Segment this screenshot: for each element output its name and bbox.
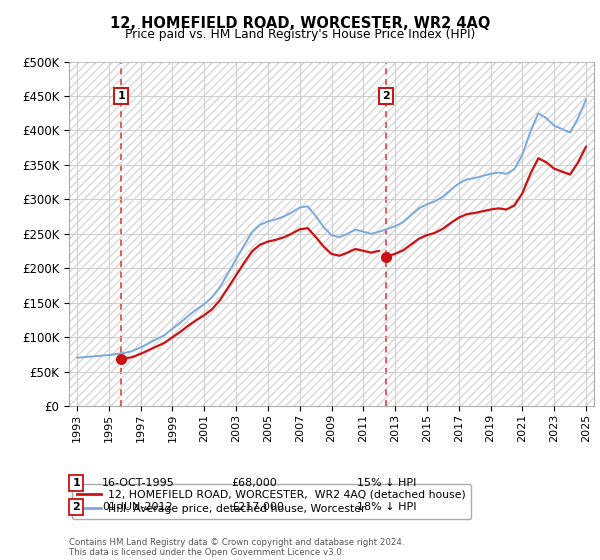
- Text: Contains HM Land Registry data © Crown copyright and database right 2024.
This d: Contains HM Land Registry data © Crown c…: [69, 538, 404, 557]
- Text: 2: 2: [382, 91, 390, 101]
- Text: 1: 1: [118, 91, 125, 101]
- Text: 1: 1: [73, 478, 80, 488]
- Text: 15% ↓ HPI: 15% ↓ HPI: [357, 478, 416, 488]
- Text: 01-JUN-2012: 01-JUN-2012: [102, 502, 173, 512]
- Text: 16-OCT-1995: 16-OCT-1995: [102, 478, 175, 488]
- Legend: 12, HOMEFIELD ROAD, WORCESTER,  WR2 4AQ (detached house), HPI: Average price, de: 12, HOMEFIELD ROAD, WORCESTER, WR2 4AQ (…: [72, 484, 471, 520]
- Text: £217,000: £217,000: [231, 502, 284, 512]
- Text: 18% ↓ HPI: 18% ↓ HPI: [357, 502, 416, 512]
- Text: 2: 2: [73, 502, 80, 512]
- Text: £68,000: £68,000: [231, 478, 277, 488]
- Text: 12, HOMEFIELD ROAD, WORCESTER, WR2 4AQ: 12, HOMEFIELD ROAD, WORCESTER, WR2 4AQ: [110, 16, 490, 31]
- Text: Price paid vs. HM Land Registry's House Price Index (HPI): Price paid vs. HM Land Registry's House …: [125, 28, 475, 41]
